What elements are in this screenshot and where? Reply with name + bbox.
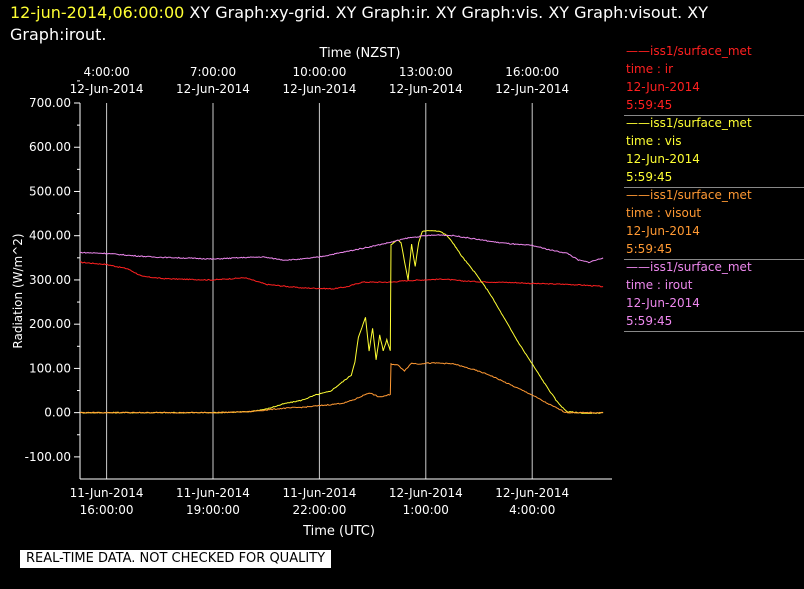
legend-date: 12-Jun-2014: [626, 80, 700, 94]
y-tick-label: 400.00: [29, 229, 71, 243]
series-line-timevisout: [79, 362, 604, 414]
legend-time: 5:59:45: [626, 242, 673, 256]
series-line-timevis: [79, 230, 604, 415]
y-tick-label: 0.00: [44, 406, 71, 420]
legend-source: ——iss1/surface_met: [626, 188, 752, 202]
top-tick-label-date: 12-Jun-2014: [70, 82, 144, 96]
legend-separator: [624, 259, 804, 260]
legend-separator: [624, 331, 804, 332]
y-tick-label: 600.00: [29, 140, 71, 154]
top-tick-label-date: 12-Jun-2014: [176, 82, 250, 96]
timestamp: 12-jun-2014,06:00:00: [10, 3, 185, 22]
quality-notice: REAL-TIME DATA. NOT CHECKED FOR QUALITY: [20, 550, 332, 568]
top-tick-label-date: 12-Jun-2014: [282, 82, 356, 96]
x-tick-label-time: 19:00:00: [186, 503, 240, 517]
x-axis-label: Time (UTC): [302, 524, 375, 539]
top-tick-label-time: 10:00:00: [292, 65, 346, 79]
top-tick-label-time: 7:00:00: [190, 65, 236, 79]
y-tick-label: 200.00: [29, 317, 71, 331]
x-tick-label-time: 22:00:00: [292, 503, 346, 517]
x-tick-label-date: 11-Jun-2014: [282, 486, 356, 500]
legend-separator: [624, 187, 804, 188]
series-line-timeir: [80, 261, 604, 290]
legend-time: 5:59:45: [626, 170, 673, 184]
legend-variable: time : vis: [626, 134, 682, 148]
legend-variable: time : irout: [626, 278, 693, 292]
x-tick-label-date: 11-Jun-2014: [70, 486, 144, 500]
legend-date: 12-Jun-2014: [626, 296, 700, 310]
x-tick-label-date: 11-Jun-2014: [176, 486, 250, 500]
y-tick-label: 100.00: [29, 361, 71, 375]
legend-separator: [624, 115, 804, 116]
y-tick-label: 300.00: [29, 273, 71, 287]
legend-variable: time : visout: [626, 206, 702, 220]
top-tick-label-time: 16:00:00: [505, 65, 559, 79]
x-tick-label-time: 16:00:00: [80, 503, 134, 517]
y-axis-label: Radiation (W/m^2): [11, 233, 25, 348]
series-line-timeirout: [80, 234, 604, 264]
legend-source: ——iss1/surface_met: [626, 44, 752, 58]
legend-variable: time : ir: [626, 62, 674, 76]
x-tick-label-date: 12-Jun-2014: [495, 486, 569, 500]
top-tick-label-date: 12-Jun-2014: [389, 82, 463, 96]
graph-title: 12-jun-2014,06:00:00 XY Graph:xy-grid. X…: [10, 2, 800, 46]
top-tick-label-date: 12-Jun-2014: [495, 82, 569, 96]
y-tick-label: 500.00: [29, 184, 71, 198]
x-tick-label-time: 1:00:00: [403, 503, 449, 517]
graph-list: XY Graph:xy-grid. XY Graph:ir. XY Graph:…: [10, 3, 708, 44]
legend-date: 12-Jun-2014: [626, 152, 700, 166]
top-tick-label-time: 4:00:00: [83, 65, 129, 79]
x-tick-label-date: 12-Jun-2014: [389, 486, 463, 500]
legend-source: ——iss1/surface_met: [626, 116, 752, 130]
x-tick-label-time: 4:00:00: [509, 503, 555, 517]
legend-source: ——iss1/surface_met: [626, 260, 752, 274]
legend-date: 12-Jun-2014: [626, 224, 700, 238]
top-axis-label: Time (NZST): [319, 46, 401, 61]
y-tick-label: -100.00: [25, 450, 71, 464]
legend-time: 5:59:45: [626, 314, 673, 328]
legend-time: 5:59:45: [626, 98, 673, 112]
y-tick-label: 700.00: [29, 96, 71, 110]
top-tick-label-time: 13:00:00: [399, 65, 453, 79]
